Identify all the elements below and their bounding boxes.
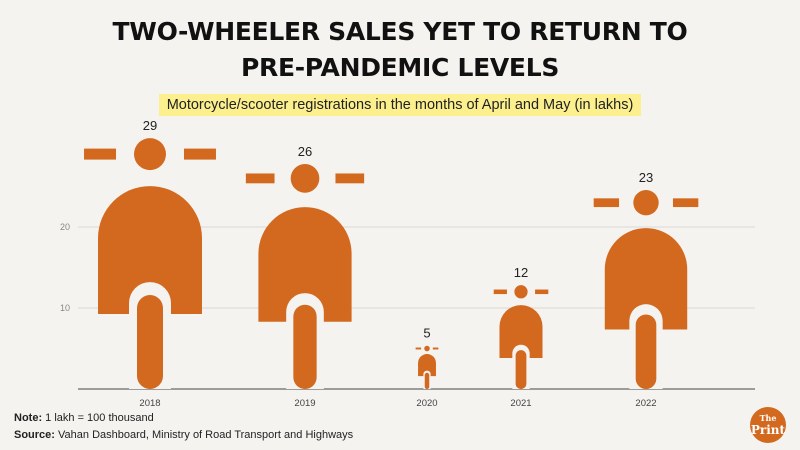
scooter-body-2018 bbox=[98, 186, 202, 315]
scooter-head-2018 bbox=[134, 138, 166, 171]
value-label-2018: 29 bbox=[143, 118, 157, 133]
handlebar-right-2018 bbox=[183, 148, 216, 160]
scooter-head-2020 bbox=[424, 345, 430, 352]
scooter-body-2019 bbox=[258, 207, 352, 322]
handlebar-right-2020 bbox=[432, 347, 439, 350]
scooter-head-2021 bbox=[514, 285, 528, 299]
value-label-2022: 23 bbox=[639, 170, 653, 185]
scooter-head-2022 bbox=[633, 190, 659, 216]
chart-title-line-1: TWO-WHEELER SALES YET TO RETURN TO bbox=[112, 17, 688, 46]
value-label-2020: 5 bbox=[423, 326, 430, 341]
handlebar-left-2022 bbox=[593, 198, 620, 208]
logo-line-1: The bbox=[759, 413, 777, 423]
subtitle-container: Motorcycle/scooter registrations in the … bbox=[0, 94, 800, 116]
x-tick-label-2019: 2019 bbox=[294, 398, 315, 409]
wheel-2021 bbox=[515, 350, 527, 390]
wheel-2018 bbox=[137, 295, 163, 389]
source-text: Vahan Dashboard, Ministry of Road Transp… bbox=[54, 429, 354, 441]
y-tick-label-10: 10 bbox=[60, 303, 70, 313]
note-text: 1 lakh = 100 thousand bbox=[42, 412, 154, 424]
handlebar-left-2018 bbox=[84, 148, 117, 160]
handlebar-right-2021 bbox=[535, 289, 549, 295]
wheel-2020 bbox=[424, 372, 430, 389]
source-label: Source: bbox=[14, 429, 55, 441]
x-tick-label-2020: 2020 bbox=[416, 398, 437, 409]
wheel-2022 bbox=[635, 314, 657, 390]
value-label-2021: 12 bbox=[514, 265, 528, 280]
handlebar-left-2021 bbox=[493, 289, 507, 295]
logo-line-2: Print bbox=[750, 423, 786, 437]
scooter-body-2021 bbox=[499, 305, 543, 358]
handlebar-right-2022 bbox=[672, 198, 699, 208]
chart-title-line-2: PRE-PANDEMIC LEVELS bbox=[240, 53, 560, 82]
scooter-body-2022 bbox=[604, 228, 688, 330]
publisher-logo: The Print bbox=[750, 407, 786, 443]
note: Note: 1 lakh = 100 thousand bbox=[14, 412, 154, 424]
scooter-head-2019 bbox=[290, 164, 320, 193]
handlebar-left-2019 bbox=[245, 173, 275, 184]
x-tick-label-2022: 2022 bbox=[635, 398, 656, 409]
handlebar-right-2019 bbox=[335, 173, 365, 184]
value-label-2019: 26 bbox=[298, 144, 312, 159]
chart-subtitle: Motorcycle/scooter registrations in the … bbox=[158, 94, 642, 116]
chart-title: TWO-WHEELER SALES YET TO RETURN TO PRE-P… bbox=[0, 14, 800, 86]
x-tick-label-2021: 2021 bbox=[510, 398, 531, 409]
source: Source: Vahan Dashboard, Ministry of Roa… bbox=[14, 429, 353, 441]
x-tick-label-2018: 2018 bbox=[139, 398, 160, 409]
handlebar-left-2020 bbox=[415, 347, 422, 350]
wheel-2019 bbox=[293, 304, 317, 389]
y-tick-label-20: 20 bbox=[60, 222, 70, 232]
scooter-body-2020 bbox=[418, 354, 436, 377]
note-label: Note: bbox=[14, 412, 43, 424]
